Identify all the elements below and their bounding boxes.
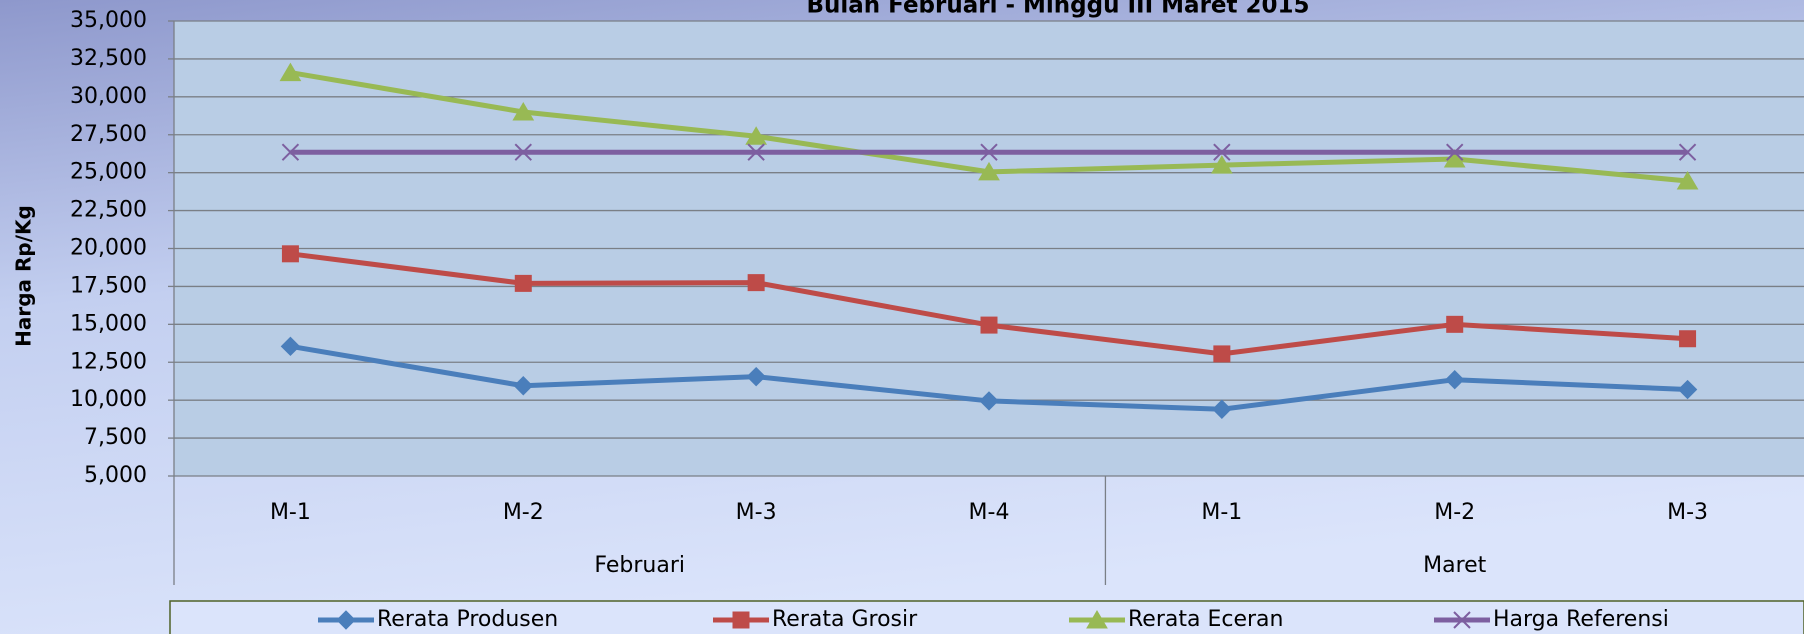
marker <box>745 126 768 145</box>
y-tick-label: 7,500 <box>84 425 147 450</box>
x-tick-label: M-2 <box>503 500 544 525</box>
x-tick-label: M-2 <box>1434 500 1475 525</box>
legend-marker <box>336 610 356 630</box>
marker <box>980 143 998 161</box>
x-tick-label: M-1 <box>270 500 311 525</box>
marker <box>1677 379 1698 400</box>
marker <box>1446 315 1464 333</box>
x-tick-label: M-1 <box>1201 500 1242 525</box>
y-tick-label: 10,000 <box>70 387 147 412</box>
legend-marker <box>1453 611 1471 629</box>
legend-label: Rerata Eceran <box>1128 607 1283 632</box>
marker <box>746 366 766 387</box>
marker <box>978 161 1000 181</box>
legend-label: Rerata Produsen <box>377 607 558 632</box>
y-tick-label: 27,500 <box>70 122 147 147</box>
y-tick-label: 5,000 <box>84 463 147 488</box>
marker <box>279 62 302 82</box>
marker <box>1446 143 1464 161</box>
x-tick-label: M-3 <box>1667 500 1708 525</box>
marker <box>980 316 998 334</box>
marker <box>1679 330 1697 348</box>
marker <box>281 143 300 161</box>
series <box>281 245 1697 363</box>
chart-title: Bulan Februari - Minggu III Maret 2015 <box>806 0 1309 19</box>
legend-marker <box>1086 610 1108 629</box>
y-tick-label: 20,000 <box>70 236 147 261</box>
group-label: Maret <box>1423 553 1487 578</box>
marker <box>747 274 765 292</box>
y-tick-label: 32,500 <box>70 46 147 71</box>
y-tick-label: 17,500 <box>70 273 147 298</box>
series <box>279 62 1699 190</box>
marker <box>1676 171 1699 190</box>
y-tick-label: 12,500 <box>70 349 147 374</box>
y-tick-label: 25,000 <box>70 160 147 185</box>
x-tick-label: M-4 <box>969 500 1010 525</box>
y-tick-label: 22,500 <box>70 198 147 223</box>
series <box>280 336 1698 419</box>
x-tick-label: M-3 <box>736 500 777 525</box>
marker <box>512 102 535 121</box>
marker <box>514 143 532 161</box>
group-label: Februari <box>594 553 685 578</box>
marker <box>1445 369 1465 390</box>
series <box>281 143 1697 161</box>
marker <box>979 391 999 411</box>
y-axis-label: Harga Rp/Kg <box>12 205 36 347</box>
marker <box>1213 143 1231 161</box>
legend-label: Rerata Grosir <box>772 607 918 632</box>
marker <box>1213 345 1231 363</box>
marker <box>1212 399 1232 419</box>
marker <box>1678 143 1697 161</box>
y-tick-label: 35,000 <box>70 8 147 33</box>
marker <box>281 245 299 263</box>
legend-marker <box>732 611 750 629</box>
y-tick-label: 30,000 <box>70 84 147 109</box>
marker <box>747 143 765 161</box>
marker <box>280 336 301 357</box>
legend-label: Harga Referensi <box>1493 607 1669 632</box>
legend-box <box>169 600 1804 634</box>
marker <box>513 376 533 396</box>
marker <box>1210 155 1233 174</box>
marker <box>514 274 532 292</box>
y-tick-label: 15,000 <box>70 311 147 336</box>
